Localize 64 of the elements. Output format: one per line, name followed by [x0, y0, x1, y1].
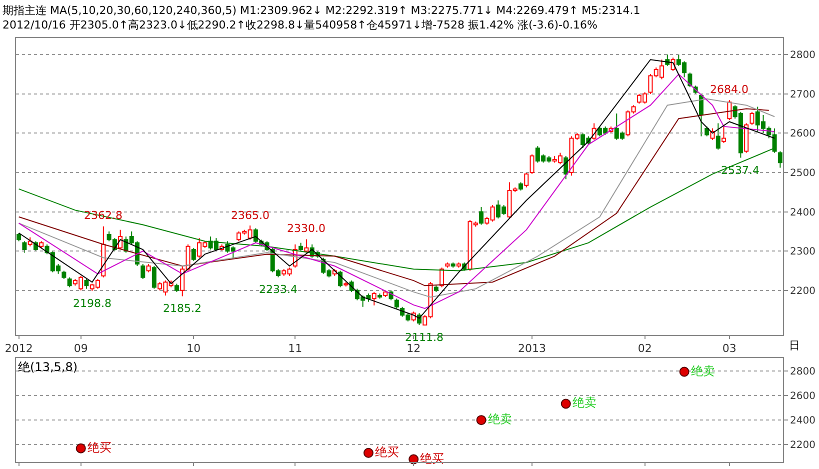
text: 2185.2	[163, 302, 202, 315]
candlestick	[530, 154, 534, 175]
y-tick-label: 2600	[790, 390, 816, 402]
candlestick	[750, 111, 754, 126]
text: 2365.0	[231, 209, 270, 222]
point	[76, 443, 86, 454]
y-tick-label: 2600	[790, 128, 816, 140]
candlestick	[394, 298, 399, 309]
x-tick-label: 09	[74, 342, 88, 355]
text: 2684.0	[710, 83, 748, 96]
candlestick	[152, 266, 156, 290]
candlestick	[704, 126, 710, 137]
point	[476, 415, 486, 426]
candlestick	[28, 236, 32, 247]
point	[363, 448, 374, 458]
y-tick-label: 2800	[790, 50, 816, 62]
x-tick-label: 2012	[4, 342, 33, 355]
point	[679, 366, 690, 377]
candlestick	[564, 155, 568, 180]
text: 2111.8	[405, 331, 444, 344]
text: 2233.4	[259, 283, 298, 296]
y-tick-label: 2500	[790, 168, 816, 179]
candlestick	[778, 150, 782, 168]
candlestick	[440, 267, 444, 288]
data-label: 绝卖	[488, 412, 512, 426]
candlestick	[716, 122, 720, 150]
candlestick	[338, 270, 343, 288]
candlestick	[524, 172, 529, 188]
data-label: 绝卖	[572, 396, 596, 410]
text: 2330.0	[287, 222, 326, 235]
x-tick-label: 11	[288, 342, 302, 355]
candlestick	[727, 100, 732, 121]
y-tick-label: 2800	[790, 366, 816, 378]
candlestick	[140, 264, 146, 280]
candlestick	[304, 238, 309, 254]
y-tick-label: 2200	[790, 286, 816, 297]
candlestick	[191, 247, 196, 262]
candlestick	[722, 124, 726, 144]
text: 2537.4	[721, 164, 760, 177]
candlestick	[479, 206, 484, 226]
candlestick	[688, 72, 692, 88]
x-tick-label: 10	[186, 342, 201, 355]
y-tick-label: 2400	[790, 416, 816, 427]
text: 日	[789, 339, 800, 352]
chart-subtitle: 2012/10/16 开2305.0↑高2323.0↓低2290.2↑收2298.8↓量540958↑仓45971↓增-7528 振1.42% 涨(-3.6)-0.16%	[2, 18, 598, 32]
y-tick-label: 2200	[790, 440, 816, 452]
x-tick-label: 03	[722, 342, 736, 355]
x-tick-label: 02	[638, 342, 652, 355]
x-tick-label: 12	[406, 342, 421, 355]
chart-title: 绝(13,5,8)	[18, 360, 78, 374]
x-tick-label: 2013	[518, 342, 546, 355]
text: 2198.8	[73, 297, 112, 310]
data-label: 绝卖	[690, 364, 715, 378]
data-label: 绝买	[375, 444, 400, 459]
y-tick-label: 2700	[790, 89, 816, 100]
point	[560, 398, 571, 409]
candlestick	[84, 278, 89, 290]
candlestick	[67, 276, 72, 288]
candlestick	[22, 240, 27, 254]
data-label: 绝买	[87, 440, 112, 454]
candlestick	[372, 291, 376, 306]
chart-title: 期指主连 MA(5,10,20,30,60,120,240,360,5) M1:2309.962↓ M2:2292.319↑ M3:2275.771↓ M4:2269.479↑ M5:2314.1	[2, 4, 640, 18]
y-tick-label: 2300	[790, 246, 816, 258]
y-tick-label: 2400	[790, 207, 816, 218]
